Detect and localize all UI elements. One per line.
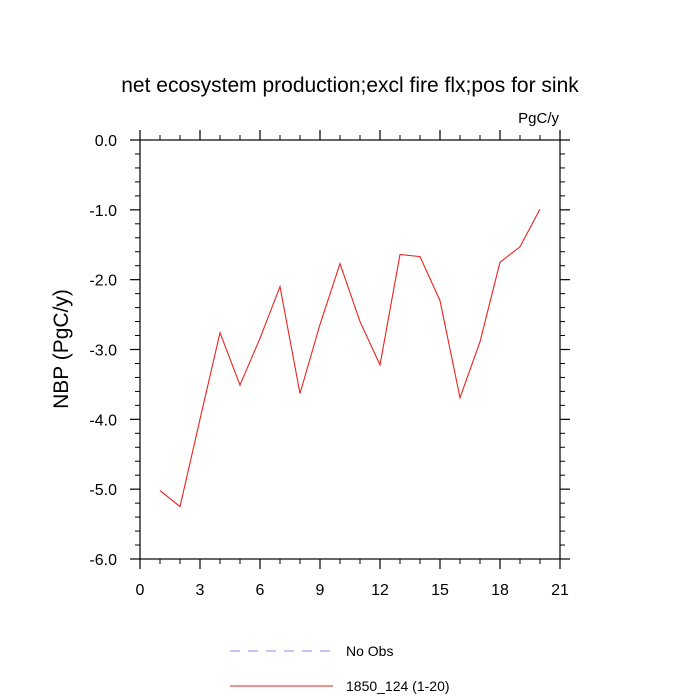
series-layer — [159, 208, 541, 508]
legend-label: 1850_124 (1-20) — [346, 678, 450, 694]
x-tick-label: 6 — [256, 582, 265, 599]
axes: 0 3 6 9 12 15 18 21 0.0 -1.0 -2.0 -3.0 -4.0 -5.0 -6.0 — [89, 130, 570, 599]
chart-title: net ecosystem production;excl fire flx;p… — [121, 74, 579, 97]
legend-label: No Obs — [346, 643, 393, 659]
y-tick-label: -6.0 — [89, 552, 117, 569]
x-tick-label: 12 — [371, 582, 389, 599]
y-tick-label: -5.0 — [89, 482, 117, 499]
x-tick-label: 3 — [196, 582, 205, 599]
x-tick-label: 18 — [491, 582, 509, 599]
plot-frame — [139, 139, 561, 560]
legend: No Obs 1850_124 (1-20) — [230, 643, 450, 694]
y-tick-label: -1.0 — [89, 203, 117, 220]
chart-units: PgC/y — [518, 110, 559, 127]
x-tick-label: 21 — [551, 582, 569, 599]
y-tick-label: -3.0 — [89, 343, 117, 360]
y-axis-label: NBP (PgC/y) — [50, 289, 73, 409]
y-tick-label: 0.0 — [95, 133, 117, 150]
y-tick-label: -4.0 — [89, 412, 117, 429]
series-line — [159, 208, 541, 508]
x-tick-label: 0 — [136, 582, 145, 599]
y-tick-label: -2.0 — [89, 273, 117, 290]
x-tick-label: 9 — [316, 582, 325, 599]
x-tick-label: 15 — [431, 582, 449, 599]
